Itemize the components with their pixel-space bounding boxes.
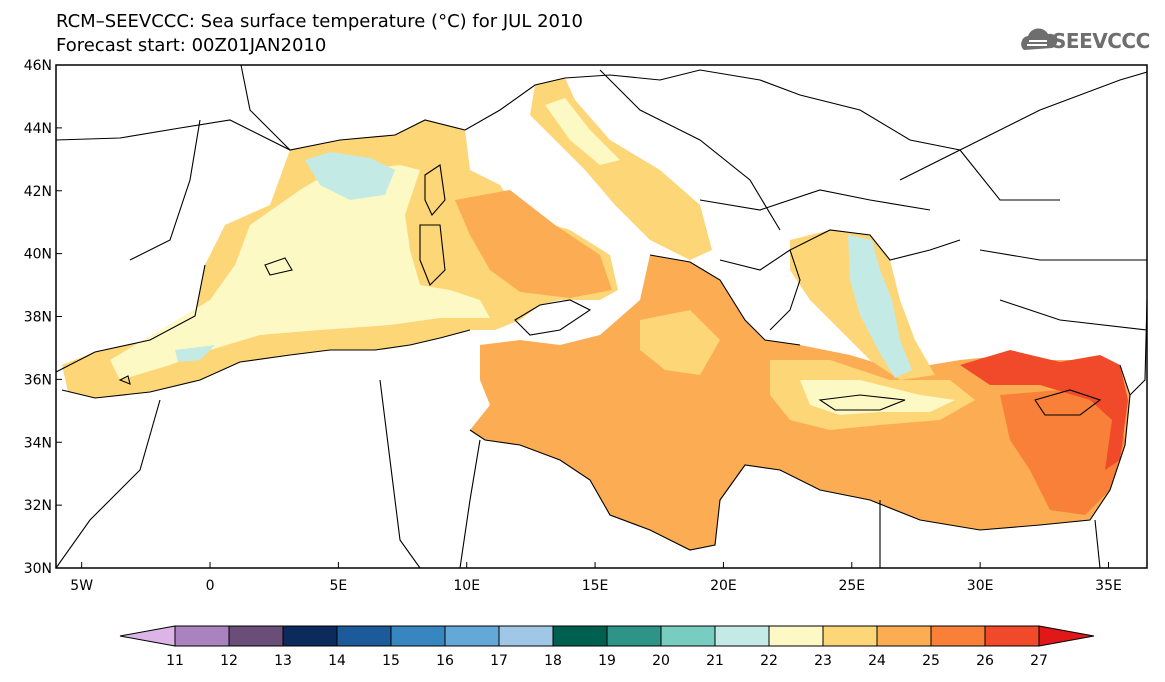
lat-tick-label: 38N — [24, 310, 52, 326]
colorbar-under-arrow — [119, 625, 176, 647]
colorbar-cell — [660, 625, 716, 647]
lon-tick-label: 20E — [710, 578, 737, 594]
lon-tick-label: 5E — [329, 578, 347, 594]
lat-tick-label: 46N — [24, 58, 52, 74]
sea-area-west-cool — [110, 165, 490, 380]
colorbar-cell — [336, 625, 392, 647]
lon-tick-label: 25E — [838, 578, 865, 594]
colorbar-label: 22 — [760, 653, 778, 669]
colorbar-label: 25 — [922, 653, 940, 669]
aegean-cool — [848, 235, 912, 378]
map-subtitle: Forecast start: 00Z01JAN2010 — [56, 35, 327, 56]
tyrrhenian-warm — [455, 190, 612, 298]
gulf-of-lion-cool — [305, 152, 395, 200]
lat-tick-label: 40N — [24, 247, 52, 263]
latitude-axis: 46N 44N 42N 40N 38N 36N 34N 32N 30N — [24, 58, 62, 577]
colorbar-label: 16 — [436, 653, 454, 669]
colorbar-cell — [174, 625, 230, 647]
lat-tick-label: 42N — [24, 184, 52, 200]
colorbar-cell — [606, 625, 662, 647]
colorbar-cell — [714, 625, 770, 647]
colorbar-cell — [444, 625, 500, 647]
colorbar-label: 14 — [328, 653, 346, 669]
colorbar-label: 27 — [1030, 653, 1048, 669]
lon-tick-label: 15E — [582, 578, 609, 594]
colorbar-label: 18 — [544, 653, 562, 669]
colorbar-cell — [228, 625, 284, 647]
colorbar: 11 12 13 14 15 16 17 18 19 20 21 22 23 24 25 26 27 — [119, 625, 1095, 669]
colorbar-cell — [768, 625, 824, 647]
colorbar-label: 19 — [598, 653, 616, 669]
colorbar-label: 13 — [274, 653, 292, 669]
crete-cooler-band — [800, 380, 955, 415]
colorbar-label: 26 — [976, 653, 994, 669]
lat-tick-label: 30N — [24, 561, 52, 577]
colorbar-cell — [552, 625, 608, 647]
colorbar-cell — [876, 625, 932, 647]
colorbar-label: 23 — [814, 653, 832, 669]
lat-tick-label: 32N — [24, 498, 52, 514]
lat-tick-label: 44N — [24, 121, 52, 137]
levantine-hottest — [960, 350, 1128, 470]
adriatic-north-cool — [545, 98, 620, 165]
lon-tick-label: 5W — [70, 578, 93, 594]
colorbar-cell — [498, 625, 554, 647]
alboran-cool — [175, 345, 215, 362]
colorbar-over-arrow — [1038, 625, 1095, 647]
sea-surface-temperature-field — [56, 65, 1147, 568]
ionian-cool-patch — [640, 310, 720, 375]
lon-tick-label: 0 — [206, 578, 215, 594]
map-title: RCM–SEEVCCC: Sea surface temperature (°C… — [56, 11, 583, 32]
colorbar-cell — [930, 625, 986, 647]
lon-tick-label: 30E — [967, 578, 994, 594]
colorbar-label: 24 — [868, 653, 886, 669]
longitude-axis: 5W 0 5E 10E 15E 20E 25E 30E 35E — [70, 562, 1122, 594]
lon-tick-label: 10E — [453, 578, 480, 594]
logo-text: SEEVCCC — [1052, 29, 1150, 53]
colorbar-label: 15 — [382, 653, 400, 669]
colorbar-cell — [984, 625, 1040, 647]
colorbar-cell — [282, 625, 338, 647]
colorbar-label: 20 — [652, 653, 670, 669]
colorbar-label: 12 — [220, 653, 238, 669]
colorbar-label: 21 — [706, 653, 724, 669]
colorbar-cell — [390, 625, 446, 647]
lat-tick-label: 36N — [24, 372, 52, 388]
cloud-icon — [1021, 28, 1058, 50]
lon-tick-label: 35E — [1095, 578, 1122, 594]
colorbar-label: 11 — [166, 653, 184, 669]
lat-tick-label: 34N — [24, 435, 52, 451]
levantine-hot — [1000, 390, 1125, 515]
colorbar-label: 17 — [490, 653, 508, 669]
colorbar-cell — [822, 625, 878, 647]
